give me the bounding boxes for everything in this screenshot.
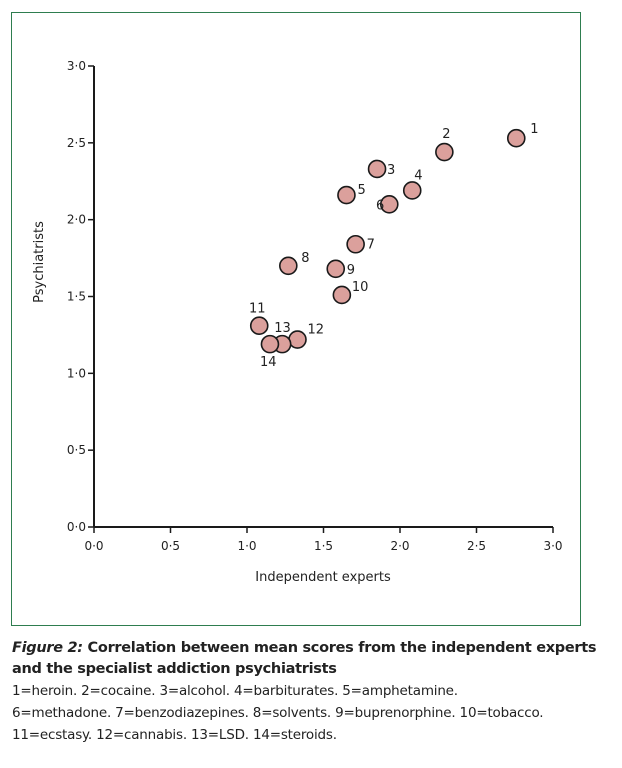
figure-caption: Figure 2: Correlation between mean score… <box>12 638 612 746</box>
point-label: 7 <box>367 237 375 252</box>
data-point <box>402 181 422 200</box>
caption-title-text: Correlation between mean scores from the… <box>12 640 597 677</box>
x-tick-label: 0·5 <box>161 539 180 553</box>
point-label: 9 <box>347 263 355 278</box>
data-point <box>249 316 269 335</box>
data-point <box>506 128 526 148</box>
point-label: 14 <box>260 355 277 370</box>
data-point <box>379 195 399 214</box>
data-points <box>249 128 526 354</box>
x-axis-ticks: 0·0 0·5 1·0 1·5 2·0 2·5 3·0 <box>84 527 563 553</box>
data-point <box>367 159 387 179</box>
point-label: 8 <box>301 251 309 266</box>
y-tick-label: 0·0 <box>67 520 86 534</box>
y-tick-label: 2·5 <box>67 136 86 150</box>
data-point <box>346 234 365 254</box>
axes <box>93 66 553 528</box>
x-tick-label: 3·0 <box>543 539 562 553</box>
y-tick-label: 3·0 <box>67 59 86 73</box>
scatter-chart: 0·0 0·5 1·0 1·5 2·0 2·5 3·0 0·0 0·5 1·0 1·5 2·0 2·5… <box>32 59 563 585</box>
data-point <box>326 259 346 279</box>
x-tick-label: 2·0 <box>390 539 409 553</box>
y-axis-ticks: 0·0 0·5 1·0 1·5 2·0 2·5 3·0 <box>67 59 94 534</box>
data-point <box>260 334 280 354</box>
data-point <box>288 330 307 349</box>
point-label: 6 <box>376 198 384 213</box>
caption-title: Figure 2: Correlation between mean score… <box>12 638 612 680</box>
x-tick-label: 2·5 <box>467 539 486 553</box>
data-point <box>435 142 454 162</box>
point-label: 13 <box>274 321 291 336</box>
caption-legend-line-1: 1=heroin. 2=cocaine. 3=alcohol. 4=barbit… <box>12 683 458 699</box>
point-label: 4 <box>414 168 422 183</box>
y-axis-title: Psychiatrists <box>32 221 47 303</box>
caption-legend-line-2: 6=methadone. 7=benzodiazepines. 8=solven… <box>12 705 544 721</box>
point-label: 10 <box>352 280 369 295</box>
y-tick-label: 0·5 <box>67 443 86 457</box>
point-label: 5 <box>357 183 365 198</box>
data-point <box>279 256 298 276</box>
y-tick-label: 2·0 <box>67 213 86 227</box>
y-tick-label: 1·0 <box>67 366 86 380</box>
caption-legend-line-3: 11=ecstasy. 12=cannabis. 13=LSD. 14=ster… <box>12 727 337 743</box>
x-tick-label: 1·0 <box>237 539 256 553</box>
y-tick-label: 1·5 <box>67 290 86 304</box>
point-label: 3 <box>387 163 395 178</box>
point-label: 11 <box>249 302 266 317</box>
data-point <box>332 285 352 305</box>
figure-frame <box>11 12 581 626</box>
point-label: 2 <box>442 127 450 142</box>
figure-label: Figure 2: <box>12 640 83 656</box>
point-label: 12 <box>307 323 324 338</box>
data-point <box>337 185 356 205</box>
point-label: 1 <box>530 122 538 137</box>
x-tick-label: 1·5 <box>314 539 333 553</box>
x-axis-title: Independent experts <box>255 570 391 585</box>
x-tick-label: 0·0 <box>84 539 103 553</box>
